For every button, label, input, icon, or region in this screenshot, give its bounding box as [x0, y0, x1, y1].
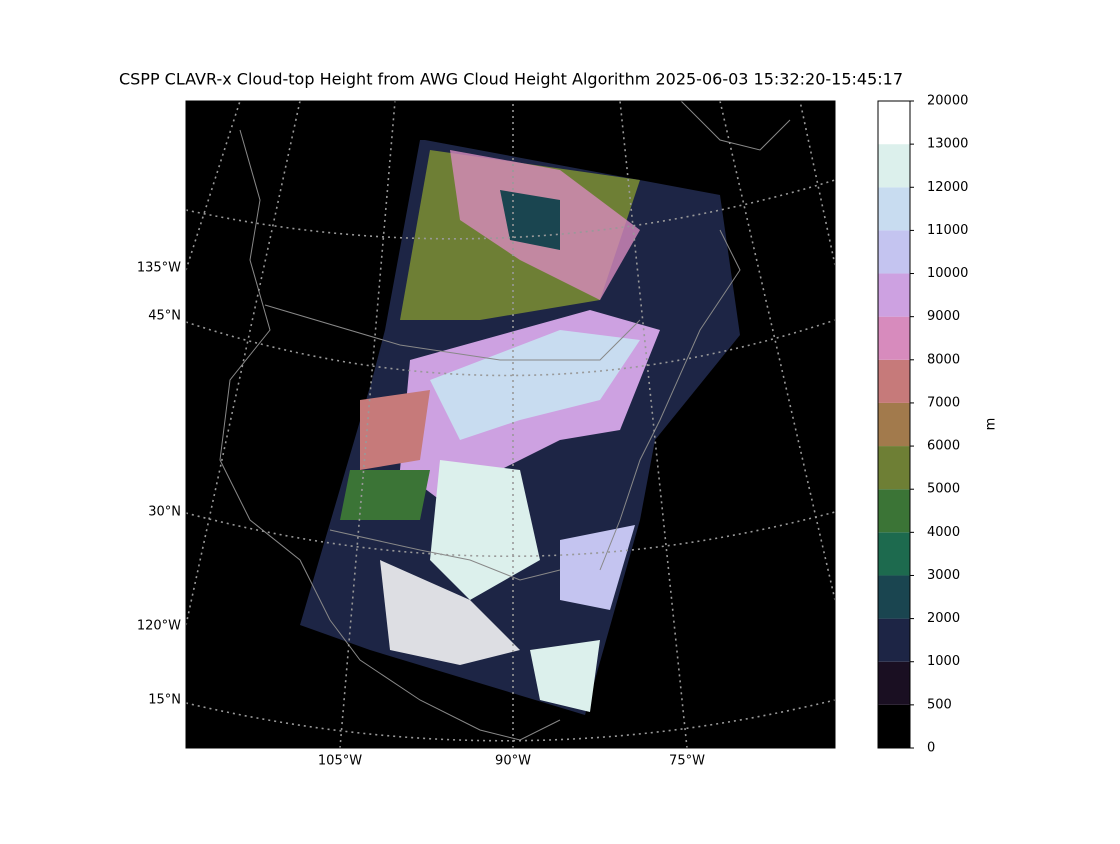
colorbar-tick-label: 2000 [927, 611, 960, 626]
colorbar-segment [878, 446, 910, 490]
colorbar-tick-label: 13000 [927, 137, 968, 152]
colorbar-tick-label: 8000 [927, 352, 960, 367]
colorbar-tick-label: 10000 [927, 266, 968, 281]
colorbar-tick-label: 9000 [927, 309, 960, 324]
colorbar-tick-label: 3000 [927, 568, 960, 583]
map-label: 105°W [318, 754, 362, 769]
colorbar-segment [878, 230, 910, 274]
colorbar-tick-label: 500 [927, 697, 952, 712]
map-area [186, 101, 835, 748]
map-label: 120°W [137, 619, 181, 634]
colorbar-segment [878, 618, 910, 662]
colorbar-tick-label: 5000 [927, 482, 960, 497]
colorbar-segment [878, 402, 910, 447]
colorbar-tick-label: 20000 [927, 94, 968, 109]
map-frame [185, 100, 836, 749]
colorbar-tick-label: 1000 [927, 654, 960, 669]
map-label: 75°W [669, 754, 705, 769]
colorbar-segment [878, 273, 910, 317]
map-label: 45°N [148, 309, 181, 324]
colorbar-segment [878, 101, 910, 145]
map-label: 30°N [148, 505, 181, 520]
colorbar-segment [878, 144, 910, 188]
colorbar-segment [878, 575, 910, 619]
colorbar-tick-label: 12000 [927, 180, 968, 195]
colorbar: 0 500 1000 2000 3000 4000 5000 6000 7000 8000 9000… [877, 94, 968, 756]
colorbar-tick-label: 0 [927, 741, 935, 756]
colorbar-segment [878, 359, 910, 403]
map-label: 90°W [495, 754, 531, 769]
map-label: 15°N [148, 693, 181, 708]
title: CSPP CLAVR-x Cloud-top Height from AWG C… [119, 70, 903, 89]
colorbar-segment [878, 187, 910, 231]
colorbar-tick-label: 7000 [927, 395, 960, 410]
map-label: 135°W [137, 261, 181, 276]
colorbar-segment [878, 489, 910, 533]
colorbar-tick-label: 6000 [927, 439, 960, 454]
colorbar-segment [878, 704, 910, 748]
colorbar-segment [878, 532, 910, 576]
colorbar-segment [878, 661, 910, 705]
colorbar-tick-label: 11000 [927, 223, 968, 238]
colorbar-frame [877, 100, 911, 749]
colorbar-label: m [984, 418, 999, 431]
colorbar-tick-label: 4000 [927, 525, 960, 540]
colorbar-segment [878, 316, 910, 360]
